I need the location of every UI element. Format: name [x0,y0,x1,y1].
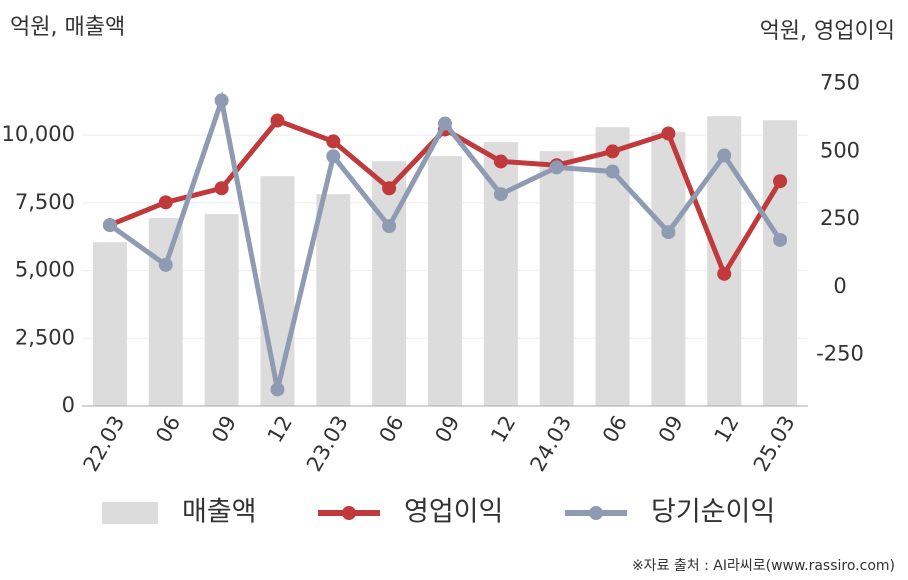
y2-tick-label: 750 [820,71,860,95]
point [326,134,341,149]
bar [651,132,686,407]
bar [372,161,407,406]
y-tick-label: 2,500 [15,325,75,349]
x-tick-label: 12 [710,412,744,447]
y-tick-label: 5,000 [15,258,75,282]
bar [148,218,183,406]
x-tick-label: 09 [654,412,688,447]
x-tick-label: 24.03 [525,412,576,476]
y-tick-label: 10,000 [2,122,75,146]
point [158,257,173,272]
point [270,113,285,128]
x-tick-label: 23.03 [302,412,353,476]
point [438,116,452,131]
point [549,160,564,175]
bar [763,120,798,406]
bar [204,214,239,406]
x-tick-label: 06 [151,412,185,447]
x-tick-label: 06 [598,412,632,447]
x-tick-label: 12 [486,412,520,447]
point [382,219,397,234]
bar [707,116,742,407]
point [382,181,397,196]
legend-swatch [589,506,603,520]
x-tick-label: 22.03 [79,412,130,476]
x-tick-label: 09 [430,412,464,447]
x-tick-label: 12 [263,412,297,447]
bar [428,156,462,406]
point [214,93,229,108]
y2-axis-label: 억원, 영업이익 [760,19,895,44]
point [102,218,117,233]
bar [316,194,351,406]
y-tick-label: 0 [62,393,75,417]
point [158,195,173,210]
point [605,144,620,159]
point [717,266,732,281]
point [773,232,788,247]
x-tick-label: 06 [375,412,409,447]
y2-tick-label: -250 [816,342,864,366]
bar [539,151,574,406]
legend-swatch [342,506,356,520]
point [717,148,732,163]
legend-label: 매출액 [182,497,257,528]
point [661,126,676,141]
x-tick-label: 09 [207,412,241,447]
x-tick-label: 25.03 [749,412,800,476]
legend-label: 영업이익 [404,497,503,528]
point [605,164,620,179]
point [326,149,341,164]
point [493,187,508,202]
bar [260,176,295,406]
y-tick-label: 7,500 [15,190,75,214]
y2-tick-label: 250 [820,206,860,230]
bar [92,242,127,406]
y2-tick-label: 0 [833,274,846,298]
point [214,181,229,196]
y-axis-label: 억원, 매출액 [10,15,125,40]
source: ※자료 출처 : AI라씨로(www.rassiro.com) [632,558,895,574]
point [270,382,285,397]
point [661,225,676,240]
point [773,174,788,189]
legend-swatch [102,502,158,524]
y2-tick-label: 500 [820,138,860,162]
legend-label: 당기순이익 [651,497,775,528]
point [493,154,508,169]
